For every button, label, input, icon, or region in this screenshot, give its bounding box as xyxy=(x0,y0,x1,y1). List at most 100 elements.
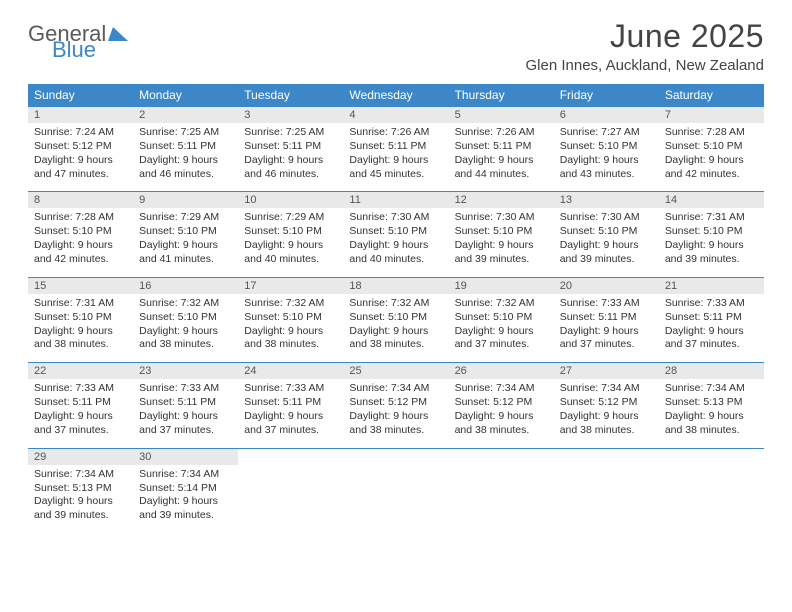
sunset-line: Sunset: 5:13 PM xyxy=(34,482,127,496)
daylight-line: Daylight: 9 hours and 38 minutes. xyxy=(139,325,232,353)
day-number: 7 xyxy=(659,107,764,123)
day-details: Sunrise: 7:34 AMSunset: 5:13 PMDaylight:… xyxy=(28,465,133,533)
day-number: 11 xyxy=(343,192,448,208)
logo: General Blue xyxy=(28,24,128,60)
calendar-cell: 28Sunrise: 7:34 AMSunset: 5:13 PMDayligh… xyxy=(659,363,764,448)
weekday-header: Tuesday xyxy=(238,84,343,107)
daylight-line: Daylight: 9 hours and 44 minutes. xyxy=(455,154,548,182)
sunset-line: Sunset: 5:11 PM xyxy=(455,140,548,154)
location-text: Glen Innes, Auckland, New Zealand xyxy=(526,57,764,74)
day-number: 28 xyxy=(659,363,764,379)
sunrise-line: Sunrise: 7:28 AM xyxy=(34,211,127,225)
day-number: 6 xyxy=(554,107,659,123)
sunset-line: Sunset: 5:10 PM xyxy=(34,311,127,325)
calendar-cell: 20Sunrise: 7:33 AMSunset: 5:11 PMDayligh… xyxy=(554,277,659,362)
day-number: 12 xyxy=(449,192,554,208)
sunrise-line: Sunrise: 7:27 AM xyxy=(560,126,653,140)
day-number: 15 xyxy=(28,278,133,294)
calendar-cell: 15Sunrise: 7:31 AMSunset: 5:10 PMDayligh… xyxy=(28,277,133,362)
sunrise-line: Sunrise: 7:33 AM xyxy=(34,382,127,396)
day-number: 3 xyxy=(238,107,343,123)
daylight-line: Daylight: 9 hours and 39 minutes. xyxy=(665,239,758,267)
day-details: Sunrise: 7:34 AMSunset: 5:13 PMDaylight:… xyxy=(659,379,764,447)
calendar-cell: 24Sunrise: 7:33 AMSunset: 5:11 PMDayligh… xyxy=(238,363,343,448)
calendar-cell: 3Sunrise: 7:25 AMSunset: 5:11 PMDaylight… xyxy=(238,107,343,192)
daylight-line: Daylight: 9 hours and 37 minutes. xyxy=(244,410,337,438)
sunset-line: Sunset: 5:12 PM xyxy=(349,396,442,410)
sunrise-line: Sunrise: 7:29 AM xyxy=(244,211,337,225)
daylight-line: Daylight: 9 hours and 43 minutes. xyxy=(560,154,653,182)
header: General Blue June 2025 Glen Innes, Auckl… xyxy=(28,18,764,74)
daylight-line: Daylight: 9 hours and 37 minutes. xyxy=(455,325,548,353)
sunrise-line: Sunrise: 7:34 AM xyxy=(665,382,758,396)
daylight-line: Daylight: 9 hours and 47 minutes. xyxy=(34,154,127,182)
calendar-table: SundayMondayTuesdayWednesdayThursdayFrid… xyxy=(28,84,764,533)
day-number: 25 xyxy=(343,363,448,379)
day-number: 20 xyxy=(554,278,659,294)
sunset-line: Sunset: 5:13 PM xyxy=(665,396,758,410)
sunrise-line: Sunrise: 7:33 AM xyxy=(244,382,337,396)
calendar-cell: 25Sunrise: 7:34 AMSunset: 5:12 PMDayligh… xyxy=(343,363,448,448)
day-details: Sunrise: 7:29 AMSunset: 5:10 PMDaylight:… xyxy=(133,208,238,276)
calendar-week-row: 8Sunrise: 7:28 AMSunset: 5:10 PMDaylight… xyxy=(28,192,764,277)
sunset-line: Sunset: 5:10 PM xyxy=(244,225,337,239)
sunset-line: Sunset: 5:11 PM xyxy=(34,396,127,410)
day-number: 16 xyxy=(133,278,238,294)
calendar-cell: 30Sunrise: 7:34 AMSunset: 5:14 PMDayligh… xyxy=(133,448,238,533)
day-details: Sunrise: 7:30 AMSunset: 5:10 PMDaylight:… xyxy=(343,208,448,276)
sunset-line: Sunset: 5:10 PM xyxy=(349,311,442,325)
sunset-line: Sunset: 5:10 PM xyxy=(665,225,758,239)
calendar-cell xyxy=(449,448,554,533)
daylight-line: Daylight: 9 hours and 37 minutes. xyxy=(665,325,758,353)
logo-triangle-icon xyxy=(108,24,128,44)
sunrise-line: Sunrise: 7:34 AM xyxy=(560,382,653,396)
sunrise-line: Sunrise: 7:30 AM xyxy=(560,211,653,225)
day-details: Sunrise: 7:33 AMSunset: 5:11 PMDaylight:… xyxy=(238,379,343,447)
day-details: Sunrise: 7:27 AMSunset: 5:10 PMDaylight:… xyxy=(554,123,659,191)
sunset-line: Sunset: 5:11 PM xyxy=(139,140,232,154)
weekday-header: Monday xyxy=(133,84,238,107)
daylight-line: Daylight: 9 hours and 39 minutes. xyxy=(139,495,232,523)
calendar-cell: 18Sunrise: 7:32 AMSunset: 5:10 PMDayligh… xyxy=(343,277,448,362)
sunrise-line: Sunrise: 7:25 AM xyxy=(139,126,232,140)
sunrise-line: Sunrise: 7:28 AM xyxy=(665,126,758,140)
calendar-body: 1Sunrise: 7:24 AMSunset: 5:12 PMDaylight… xyxy=(28,107,764,534)
sunset-line: Sunset: 5:12 PM xyxy=(455,396,548,410)
day-details: Sunrise: 7:28 AMSunset: 5:10 PMDaylight:… xyxy=(28,208,133,276)
sunrise-line: Sunrise: 7:34 AM xyxy=(34,468,127,482)
daylight-line: Daylight: 9 hours and 39 minutes. xyxy=(455,239,548,267)
day-details: Sunrise: 7:32 AMSunset: 5:10 PMDaylight:… xyxy=(343,294,448,362)
sunset-line: Sunset: 5:12 PM xyxy=(34,140,127,154)
day-details: Sunrise: 7:34 AMSunset: 5:12 PMDaylight:… xyxy=(449,379,554,447)
calendar-cell: 12Sunrise: 7:30 AMSunset: 5:10 PMDayligh… xyxy=(449,192,554,277)
day-number: 10 xyxy=(238,192,343,208)
page-title: June 2025 xyxy=(526,18,764,55)
day-number: 14 xyxy=(659,192,764,208)
sunrise-line: Sunrise: 7:30 AM xyxy=(455,211,548,225)
day-details: Sunrise: 7:30 AMSunset: 5:10 PMDaylight:… xyxy=(449,208,554,276)
sunrise-line: Sunrise: 7:31 AM xyxy=(34,297,127,311)
sunset-line: Sunset: 5:12 PM xyxy=(560,396,653,410)
sunset-line: Sunset: 5:10 PM xyxy=(560,225,653,239)
daylight-line: Daylight: 9 hours and 38 minutes. xyxy=(349,325,442,353)
sunrise-line: Sunrise: 7:34 AM xyxy=(455,382,548,396)
sunset-line: Sunset: 5:10 PM xyxy=(455,225,548,239)
daylight-line: Daylight: 9 hours and 38 minutes. xyxy=(34,325,127,353)
daylight-line: Daylight: 9 hours and 37 minutes. xyxy=(139,410,232,438)
calendar-cell xyxy=(554,448,659,533)
calendar-cell: 2Sunrise: 7:25 AMSunset: 5:11 PMDaylight… xyxy=(133,107,238,192)
sunset-line: Sunset: 5:10 PM xyxy=(349,225,442,239)
daylight-line: Daylight: 9 hours and 46 minutes. xyxy=(139,154,232,182)
day-details: Sunrise: 7:25 AMSunset: 5:11 PMDaylight:… xyxy=(238,123,343,191)
day-number: 18 xyxy=(343,278,448,294)
sunset-line: Sunset: 5:11 PM xyxy=(139,396,232,410)
calendar-week-row: 15Sunrise: 7:31 AMSunset: 5:10 PMDayligh… xyxy=(28,277,764,362)
day-details: Sunrise: 7:31 AMSunset: 5:10 PMDaylight:… xyxy=(28,294,133,362)
sunset-line: Sunset: 5:10 PM xyxy=(139,225,232,239)
sunset-line: Sunset: 5:11 PM xyxy=(560,311,653,325)
sunrise-line: Sunrise: 7:34 AM xyxy=(349,382,442,396)
sunrise-line: Sunrise: 7:32 AM xyxy=(139,297,232,311)
sunset-line: Sunset: 5:11 PM xyxy=(349,140,442,154)
sunrise-line: Sunrise: 7:32 AM xyxy=(455,297,548,311)
day-number: 19 xyxy=(449,278,554,294)
